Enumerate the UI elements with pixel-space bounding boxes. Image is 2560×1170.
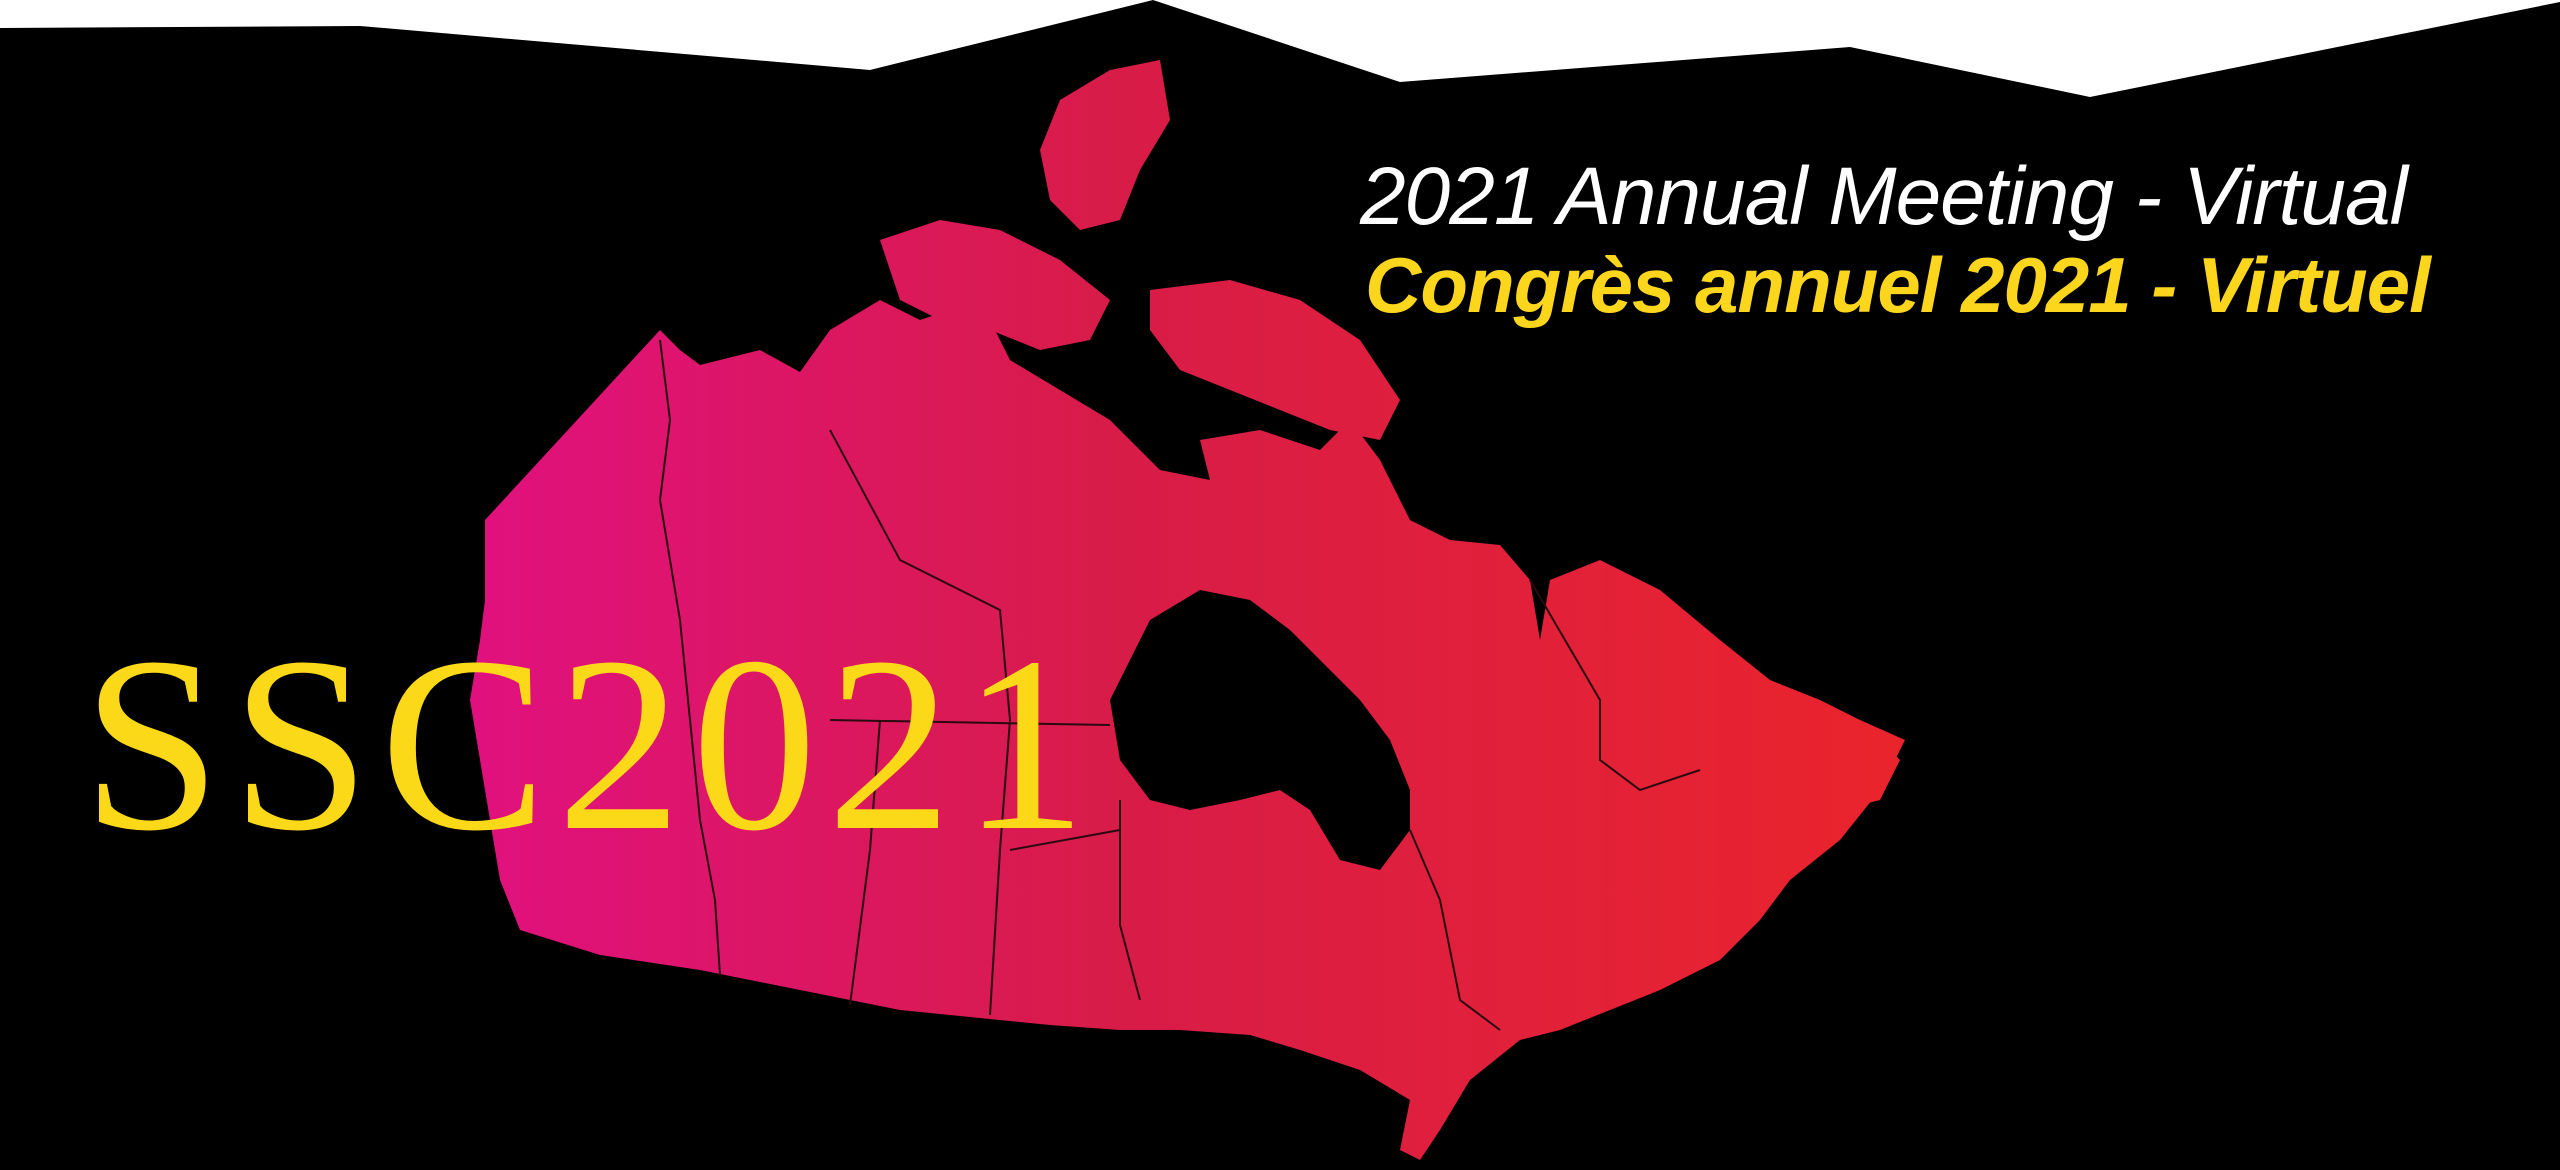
canada-map-icon <box>470 60 1905 1160</box>
headline-english: 2021 Annual Meeting - Virtual <box>1360 151 2408 242</box>
newfoundland <box>1780 720 1900 810</box>
hudson-bay <box>1110 590 1410 870</box>
arctic-islands-4 <box>1200 430 1390 560</box>
arctic-islands-3 <box>1150 280 1400 440</box>
province-borders <box>658 339 1701 1031</box>
ssc2021-logo-text: SSC2021 <box>82 606 1097 883</box>
arctic-islands <box>1040 60 1170 230</box>
arctic-islands-2 <box>880 220 1110 350</box>
headline-french: Congrès annuel 2021 - Virtuel <box>1365 241 2431 329</box>
